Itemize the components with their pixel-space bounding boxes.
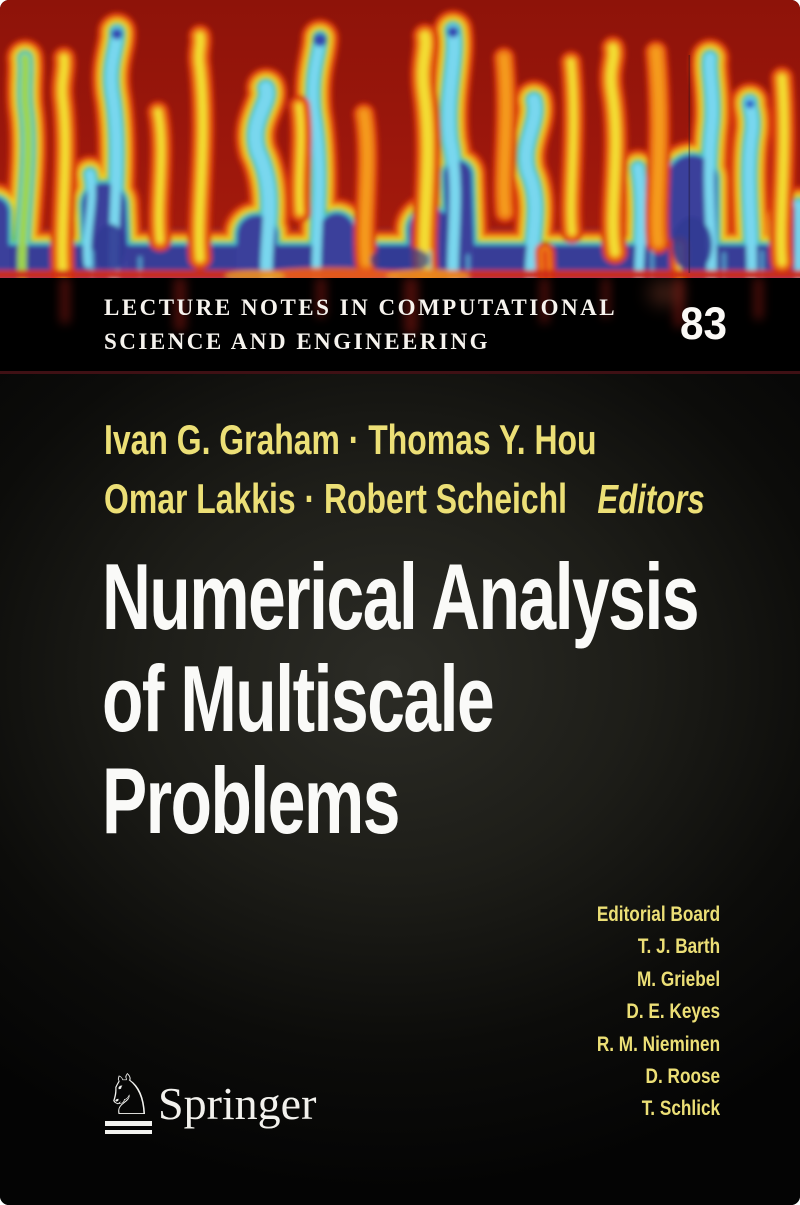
panel-seam-line — [688, 55, 691, 273]
editorial-board-member: T. J. Barth — [637, 934, 720, 959]
banner-streak — [540, 278, 549, 324]
banner-streak — [602, 278, 610, 318]
editors-line1: Ivan G. Graham · Thomas Y. Hou — [104, 416, 597, 463]
banner-streak — [754, 278, 763, 320]
editors-line2-names: Omar Lakkis · Robert Scheichl — [104, 475, 568, 522]
banner-streak — [674, 278, 684, 328]
editorial-board-member: D. Roose — [645, 1064, 720, 1089]
editorial-board-block: Editorial Board T. J. Barth M. Griebel D… — [597, 898, 720, 1125]
springer-logo-bar — [105, 1121, 152, 1126]
editorial-board-member: M. Griebel — [636, 966, 720, 991]
series-title-line1: LECTURE NOTES IN COMPUTATIONAL — [104, 295, 618, 320]
editors-line2: Omar Lakkis · Robert Scheichl Editors — [104, 469, 705, 529]
springer-logo-bar — [105, 1130, 152, 1134]
series-title: LECTURE NOTES IN COMPUTATIONAL SCIENCE A… — [104, 291, 617, 359]
banner-streak — [404, 278, 418, 336]
editorial-board-member: T. Schlick — [641, 1096, 720, 1121]
publisher-name: Springer — [158, 1078, 317, 1129]
series-banner: LECTURE NOTES IN COMPUTATIONAL SCIENCE A… — [0, 278, 800, 374]
editorial-board-member: R. M. Nieminen — [596, 1031, 720, 1056]
book-title: Numerical Analysis of Multiscale Problem… — [102, 544, 699, 853]
banner-streak — [316, 278, 326, 318]
series-volume-number: 83 — [680, 298, 728, 349]
banner-glow — [648, 280, 682, 306]
book-title-line1: Numerical Analysis — [102, 544, 699, 649]
springer-horse-icon: ♘ — [104, 1063, 155, 1128]
editorial-board-heading: Editorial Board — [596, 902, 720, 926]
editors-block: Ivan G. Graham · Thomas Y. Hou Omar Lakk… — [104, 410, 705, 529]
banner-streak — [60, 278, 70, 324]
book-title-line2: of Multiscale — [102, 646, 495, 751]
cover-body: Ivan G. Graham · Thomas Y. Hou Omar Lakk… — [0, 374, 800, 1205]
book-title-line3: Problems — [102, 748, 400, 853]
editors-role-label: Editors — [597, 476, 705, 522]
banner-streak — [174, 278, 186, 332]
series-title-line2: SCIENCE AND ENGINEERING — [104, 329, 490, 354]
editorial-board-member: D. E. Keyes — [626, 999, 720, 1024]
thermal-plume-simulation-image — [0, 0, 800, 278]
